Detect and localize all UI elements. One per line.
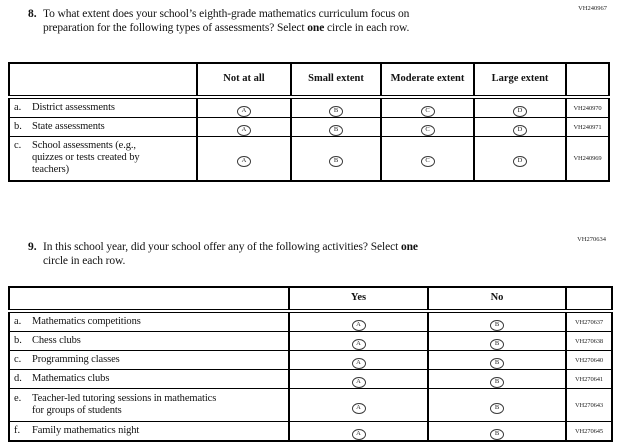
row-label-cell: b. State assessments bbox=[8, 117, 198, 137]
row-letter: c. bbox=[14, 353, 22, 365]
q9-header-empty bbox=[8, 286, 290, 313]
bubble-no[interactable]: B bbox=[490, 403, 504, 414]
question-8-line2-pre: preparation for the following types of a… bbox=[43, 21, 308, 34]
row-letter: a. bbox=[14, 315, 22, 327]
bubble-moderate-extent[interactable]: C bbox=[420, 156, 435, 168]
q8-header-moderate-extent: Moderate extent bbox=[380, 62, 475, 99]
q9-header-yes: Yes bbox=[288, 286, 429, 313]
row-letter: e. bbox=[14, 392, 22, 404]
question-8-vh-code: VH240967 bbox=[578, 5, 607, 12]
bubble-moderate-extent[interactable]: C bbox=[420, 125, 435, 136]
question-8-number: 8. bbox=[28, 8, 37, 20]
bubble-yes[interactable]: A bbox=[351, 403, 366, 414]
row-label: Mathematics clubs bbox=[32, 372, 110, 384]
row-vh-code: VH270643 bbox=[565, 388, 613, 422]
bubble-not-at-all[interactable]: A bbox=[237, 125, 251, 136]
question-9-number: 9. bbox=[28, 241, 37, 253]
question-8-line2-post: circle in each row. bbox=[324, 21, 410, 34]
question-9-line2: circle in each row. bbox=[43, 254, 126, 267]
row-label: School assessments (e.g., quizzes or tes… bbox=[32, 140, 140, 176]
bubble-large-extent[interactable]: D bbox=[513, 125, 527, 136]
row-label-cell: b. Chess clubs bbox=[8, 331, 290, 351]
bubble-no[interactable]: B bbox=[490, 339, 504, 350]
bubble-large-extent[interactable]: D bbox=[513, 156, 527, 168]
row-vh-code: VH240971 bbox=[565, 117, 610, 137]
q8-header-code-col bbox=[565, 62, 610, 99]
q9-header-code-col bbox=[565, 286, 613, 313]
question-8-line1: To what extent does your school’s eighth… bbox=[43, 8, 410, 20]
row-label-cell: c. School assessments (e.g., quizzes or t… bbox=[8, 136, 198, 181]
row-label: District assessments bbox=[32, 101, 115, 113]
row-vh-code: VH270645 bbox=[565, 421, 613, 442]
table-row-mathematics-clubs: d. Mathematics clubs A B VH270641 bbox=[8, 369, 613, 389]
q8-header-small-extent: Small extent bbox=[290, 62, 382, 99]
question-8: 8. To what extent does your school’s eig… bbox=[28, 8, 409, 35]
table-row-family-mathematics-night: f. Family mathematics night A B VH270645 bbox=[8, 421, 613, 442]
bubble-no[interactable]: B bbox=[490, 429, 504, 440]
q9-header-row: Yes No bbox=[8, 286, 613, 313]
row-letter: a. bbox=[14, 101, 22, 113]
row-letter: c. bbox=[14, 140, 22, 152]
row-label-cell: f. Family mathematics night bbox=[8, 421, 290, 442]
table-row-teacher-led-tutoring: e. Teacher-led tutoring sessions in mathe… bbox=[8, 388, 613, 422]
bubble-yes[interactable]: A bbox=[351, 429, 366, 440]
table-row-programming-classes: c. Programming classes A B VH270640 bbox=[8, 350, 613, 370]
bubble-yes[interactable]: A bbox=[351, 377, 366, 388]
q8-header-empty bbox=[8, 62, 198, 99]
bubble-no[interactable]: B bbox=[490, 320, 504, 331]
row-label: Teacher-led tutoring sessions in mathema… bbox=[32, 392, 217, 416]
row-vh-code: VH240970 bbox=[565, 96, 610, 118]
bubble-no[interactable]: B bbox=[490, 358, 504, 369]
bubble-yes[interactable]: A bbox=[351, 320, 366, 331]
row-vh-code: VH270641 bbox=[565, 369, 613, 389]
q8-header-not-at-all: Not at all bbox=[196, 62, 292, 99]
bubble-yes[interactable]: A bbox=[351, 358, 366, 369]
q9-response-table: Yes No a. Mathematics competitions A B VH… bbox=[8, 286, 613, 442]
q8-response-table: Not at all Small extent Moderate extent … bbox=[8, 62, 610, 182]
row-label: Programming classes bbox=[32, 353, 120, 365]
question-9: 9. In this school year, did your school … bbox=[28, 241, 418, 268]
question-9-line1-pre: In this school year, did your school off… bbox=[43, 241, 401, 253]
question-9-vh-code: VH270634 bbox=[577, 236, 606, 243]
row-label-cell: e. Teacher-led tutoring sessions in mathe… bbox=[8, 388, 290, 422]
bubble-yes[interactable]: A bbox=[351, 339, 366, 350]
table-row-state-assessments: b. State assessments A B C D VH240971 bbox=[8, 117, 610, 137]
question-8-text: To what extent does your school’s eighth… bbox=[43, 8, 409, 35]
row-letter: d. bbox=[14, 372, 22, 384]
bubble-small-extent[interactable]: B bbox=[329, 106, 343, 117]
bubble-small-extent[interactable]: B bbox=[329, 156, 343, 168]
bubble-not-at-all[interactable]: A bbox=[237, 106, 251, 117]
row-label: State assessments bbox=[32, 120, 105, 132]
bubble-no[interactable]: B bbox=[490, 377, 504, 388]
row-label: Family mathematics night bbox=[32, 424, 140, 436]
row-label: Mathematics competitions bbox=[32, 315, 141, 327]
row-label-cell: c. Programming classes bbox=[8, 350, 290, 370]
row-letter: b. bbox=[14, 120, 22, 132]
bubble-large-extent[interactable]: D bbox=[513, 106, 527, 117]
row-vh-code: VH240969 bbox=[565, 136, 610, 181]
bubble-not-at-all[interactable]: A bbox=[237, 156, 251, 168]
bubble-small-extent[interactable]: B bbox=[329, 125, 343, 136]
row-vh-code: VH270640 bbox=[565, 350, 613, 370]
row-vh-code: VH270638 bbox=[565, 331, 613, 351]
table-row-district-assessments: a. District assessments A B C D VH240970 bbox=[8, 96, 610, 118]
table-row-school-assessments: c. School assessments (e.g., quizzes or t… bbox=[8, 136, 610, 181]
table-row-chess-clubs: b. Chess clubs A B VH270638 bbox=[8, 331, 613, 351]
q8-header-row: Not at all Small extent Moderate extent … bbox=[8, 62, 610, 99]
question-9-text: In this school year, did your school off… bbox=[43, 241, 418, 268]
row-label-cell: a. Mathematics competitions bbox=[8, 310, 290, 332]
row-vh-code: VH270637 bbox=[565, 310, 613, 332]
question-9-bold-word: one bbox=[400, 241, 418, 253]
question-8-bold-word: one bbox=[307, 21, 325, 34]
table-row-mathematics-competitions: a. Mathematics competitions A B VH270637 bbox=[8, 310, 613, 332]
bubble-moderate-extent[interactable]: C bbox=[420, 106, 435, 117]
q8-header-large-extent: Large extent bbox=[473, 62, 567, 99]
row-label: Chess clubs bbox=[32, 334, 81, 346]
q9-header-no: No bbox=[427, 286, 567, 313]
row-letter: b. bbox=[14, 334, 22, 346]
row-label-cell: d. Mathematics clubs bbox=[8, 369, 290, 389]
row-letter: f. bbox=[14, 424, 21, 436]
row-label-cell: a. District assessments bbox=[8, 96, 198, 118]
